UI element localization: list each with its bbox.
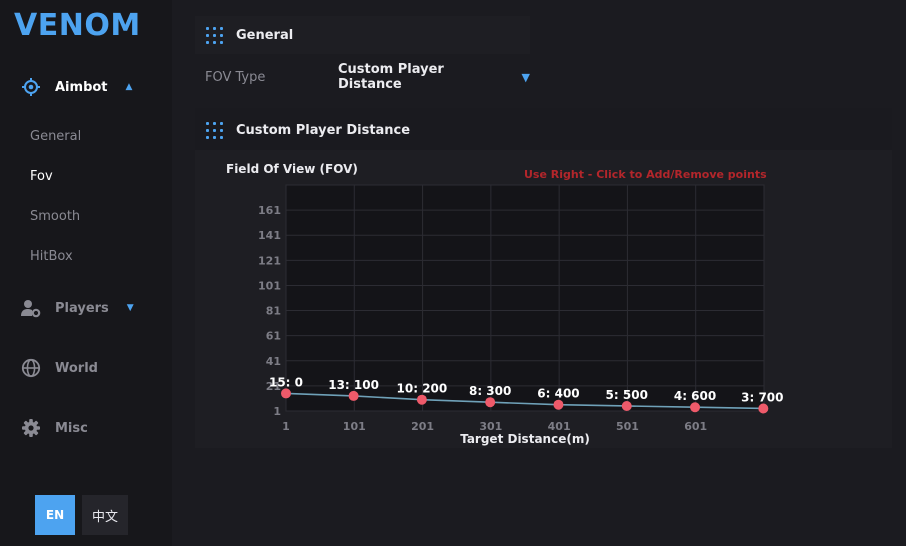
fov-point-label: 15: 0 bbox=[269, 375, 303, 389]
x-tick-label: 401 bbox=[548, 420, 571, 433]
y-tick-label: 141 bbox=[258, 229, 281, 242]
fov-type-value: Custom Player Distance bbox=[338, 62, 444, 92]
fov-points[interactable]: 15: 0 13: 100 10: 200 8: 300 6: 400 5: 500 4: … bbox=[269, 375, 784, 414]
fov-point[interactable] bbox=[553, 399, 564, 410]
app-logo: VENOM bbox=[14, 8, 141, 43]
y-tick-label: 1 bbox=[273, 405, 281, 418]
sidebar: VENOM Aimbot ▲ General Fov Smooth HitBox bbox=[0, 0, 172, 546]
panel-title-text: General bbox=[236, 28, 294, 43]
fov-point[interactable] bbox=[281, 388, 291, 399]
sidebar-subitem-fov[interactable]: Fov bbox=[30, 169, 53, 184]
panel-title-text: Custom Player Distance bbox=[236, 123, 411, 138]
fov-type-label: FOV Type bbox=[205, 70, 266, 85]
custom-panel-title: Custom Player Distance bbox=[206, 122, 410, 139]
language-zh-button[interactable]: 中文 bbox=[82, 495, 128, 535]
chart-grid bbox=[285, 184, 765, 412]
y-tick-label: 101 bbox=[258, 279, 281, 292]
sidebar-item-label: World bbox=[55, 360, 98, 376]
gear-icon bbox=[20, 417, 42, 439]
sidebar-item-players[interactable]: Players ▼ bbox=[20, 297, 134, 319]
sidebar-subitem-smooth[interactable]: Smooth bbox=[30, 209, 81, 224]
crosshair-icon bbox=[20, 76, 42, 98]
fov-point[interactable] bbox=[758, 403, 769, 414]
sidebar-item-world[interactable]: World bbox=[20, 357, 98, 379]
user-gear-icon bbox=[20, 297, 42, 319]
chevron-up-icon: ▲ bbox=[125, 82, 133, 92]
y-tick-label: 121 bbox=[258, 254, 281, 267]
chevron-down-icon: ▼ bbox=[126, 303, 134, 313]
fov-curve-line bbox=[285, 392, 764, 410]
fov-point[interactable] bbox=[348, 390, 359, 401]
x-axis-label: Target Distance(m) bbox=[460, 432, 590, 446]
general-panel-header bbox=[195, 16, 530, 54]
fov-point-label: 3: 700 bbox=[741, 390, 783, 404]
fov-point[interactable] bbox=[621, 400, 632, 411]
sidebar-item-misc[interactable]: Misc bbox=[20, 417, 88, 439]
sidebar-subitem-general[interactable]: General bbox=[30, 129, 82, 144]
chart-hint: Use Right - Click to Add/Remove points bbox=[524, 168, 767, 181]
x-tick-label: 301 bbox=[479, 420, 502, 433]
fov-point-label: 8: 300 bbox=[469, 384, 511, 398]
custom-panel-header bbox=[195, 108, 892, 150]
fov-point-label: 6: 400 bbox=[537, 387, 579, 401]
language-en-button[interactable]: EN bbox=[35, 495, 75, 535]
fov-point-label: 4: 600 bbox=[674, 389, 716, 403]
sidebar-item-aimbot[interactable]: Aimbot ▲ bbox=[20, 76, 132, 98]
x-tick-label: 201 bbox=[411, 420, 434, 433]
sidebar-item-label: Misc bbox=[55, 420, 88, 436]
y-tick-label: 61 bbox=[266, 330, 281, 343]
x-tick-label: 1 bbox=[282, 420, 290, 433]
drag-handle-icon bbox=[206, 122, 223, 139]
fov-point[interactable] bbox=[416, 394, 427, 405]
y-tick-label: 41 bbox=[266, 355, 281, 368]
fov-point[interactable] bbox=[690, 402, 701, 413]
fov-point-label: 10: 200 bbox=[397, 382, 448, 396]
globe-icon bbox=[20, 357, 42, 379]
y-tick-label: 21 bbox=[266, 380, 281, 393]
x-axis-ticks: 1 101 201 301 401 501 601 bbox=[282, 420, 707, 433]
fov-point[interactable] bbox=[485, 397, 496, 408]
drag-handle-icon bbox=[206, 27, 223, 44]
general-panel-title: General bbox=[206, 27, 293, 44]
x-tick-label: 601 bbox=[684, 420, 707, 433]
x-tick-label: 501 bbox=[616, 420, 639, 433]
chart-title: Field Of View (FOV) bbox=[226, 162, 358, 176]
fov-type-dropdown[interactable]: Custom Player Distance ▼ bbox=[310, 60, 530, 94]
fov-point-label: 5: 500 bbox=[606, 388, 648, 402]
y-tick-label: 161 bbox=[258, 204, 281, 217]
y-tick-label: 81 bbox=[266, 305, 281, 318]
sidebar-item-label: Aimbot bbox=[55, 79, 108, 95]
plot-area[interactable] bbox=[286, 185, 764, 411]
sidebar-item-label: Players bbox=[55, 300, 109, 316]
sidebar-subitem-hitbox[interactable]: HitBox bbox=[30, 249, 73, 264]
fov-point-label: 13: 100 bbox=[328, 378, 379, 392]
chevron-down-icon: ▼ bbox=[521, 70, 530, 84]
x-tick-label: 101 bbox=[343, 420, 366, 433]
